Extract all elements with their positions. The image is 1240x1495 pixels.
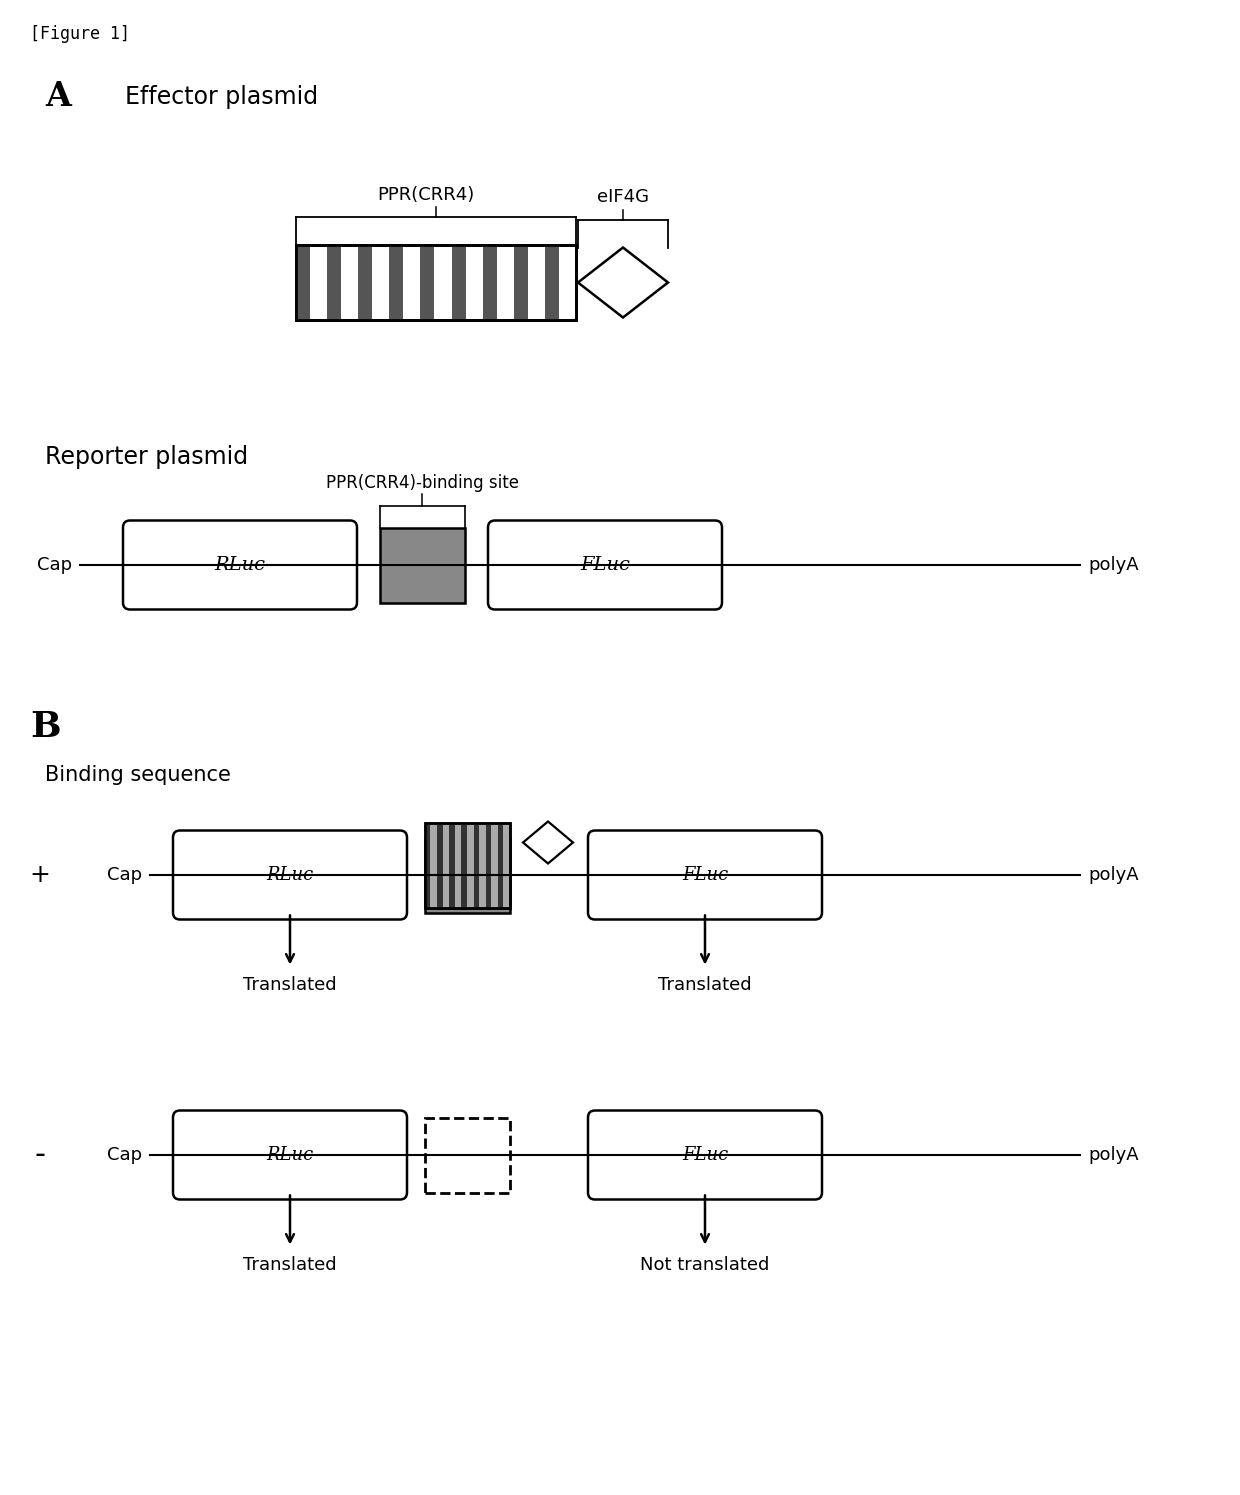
- FancyBboxPatch shape: [174, 1111, 407, 1199]
- Bar: [327, 245, 341, 320]
- Bar: [497, 822, 503, 907]
- Text: Translated: Translated: [243, 1256, 337, 1274]
- Bar: [425, 822, 510, 907]
- Bar: [438, 822, 443, 907]
- Bar: [358, 245, 372, 320]
- Text: B: B: [30, 710, 61, 745]
- Text: FLuc: FLuc: [580, 556, 630, 574]
- Bar: [474, 822, 479, 907]
- Text: Not translated: Not translated: [640, 1256, 770, 1274]
- Text: -: -: [35, 1141, 46, 1169]
- Text: Binding sequence: Binding sequence: [45, 765, 231, 785]
- Bar: [296, 245, 577, 320]
- Text: A: A: [45, 81, 71, 114]
- Bar: [486, 822, 491, 907]
- Text: Cap: Cap: [37, 556, 72, 574]
- Text: eIF4G: eIF4G: [596, 188, 649, 206]
- Bar: [425, 1117, 510, 1193]
- Text: PPR(CRR4): PPR(CRR4): [377, 185, 475, 203]
- Text: Reporter plasmid: Reporter plasmid: [45, 446, 248, 469]
- Text: PPR(CRR4)-binding site: PPR(CRR4)-binding site: [326, 474, 520, 492]
- Text: polyA: polyA: [1087, 1147, 1138, 1165]
- Bar: [296, 245, 310, 320]
- Text: Translated: Translated: [243, 976, 337, 994]
- Text: [Figure 1]: [Figure 1]: [30, 25, 130, 43]
- FancyBboxPatch shape: [588, 1111, 822, 1199]
- Bar: [379, 528, 465, 602]
- Text: Cap: Cap: [107, 1147, 143, 1165]
- FancyBboxPatch shape: [174, 831, 407, 919]
- Bar: [451, 245, 465, 320]
- Bar: [513, 245, 528, 320]
- Text: RLuc: RLuc: [215, 556, 265, 574]
- Text: FLuc: FLuc: [682, 866, 728, 884]
- Bar: [420, 245, 434, 320]
- Text: Translated: Translated: [658, 976, 751, 994]
- Text: polyA: polyA: [1087, 556, 1138, 574]
- Bar: [482, 245, 497, 320]
- Text: RLuc: RLuc: [267, 866, 314, 884]
- FancyBboxPatch shape: [123, 520, 357, 610]
- Bar: [461, 822, 467, 907]
- Bar: [425, 837, 510, 912]
- Bar: [425, 822, 510, 907]
- FancyBboxPatch shape: [489, 520, 722, 610]
- FancyBboxPatch shape: [588, 831, 822, 919]
- Text: Cap: Cap: [107, 866, 143, 884]
- Bar: [544, 245, 559, 320]
- Text: polyA: polyA: [1087, 866, 1138, 884]
- Polygon shape: [523, 821, 573, 864]
- Polygon shape: [578, 248, 668, 317]
- Bar: [425, 822, 430, 907]
- Text: Effector plasmid: Effector plasmid: [125, 85, 319, 109]
- Text: +: +: [30, 863, 51, 887]
- Bar: [449, 822, 455, 907]
- Bar: [296, 245, 577, 320]
- Text: FLuc: FLuc: [682, 1147, 728, 1165]
- Bar: [389, 245, 403, 320]
- Text: RLuc: RLuc: [267, 1147, 314, 1165]
